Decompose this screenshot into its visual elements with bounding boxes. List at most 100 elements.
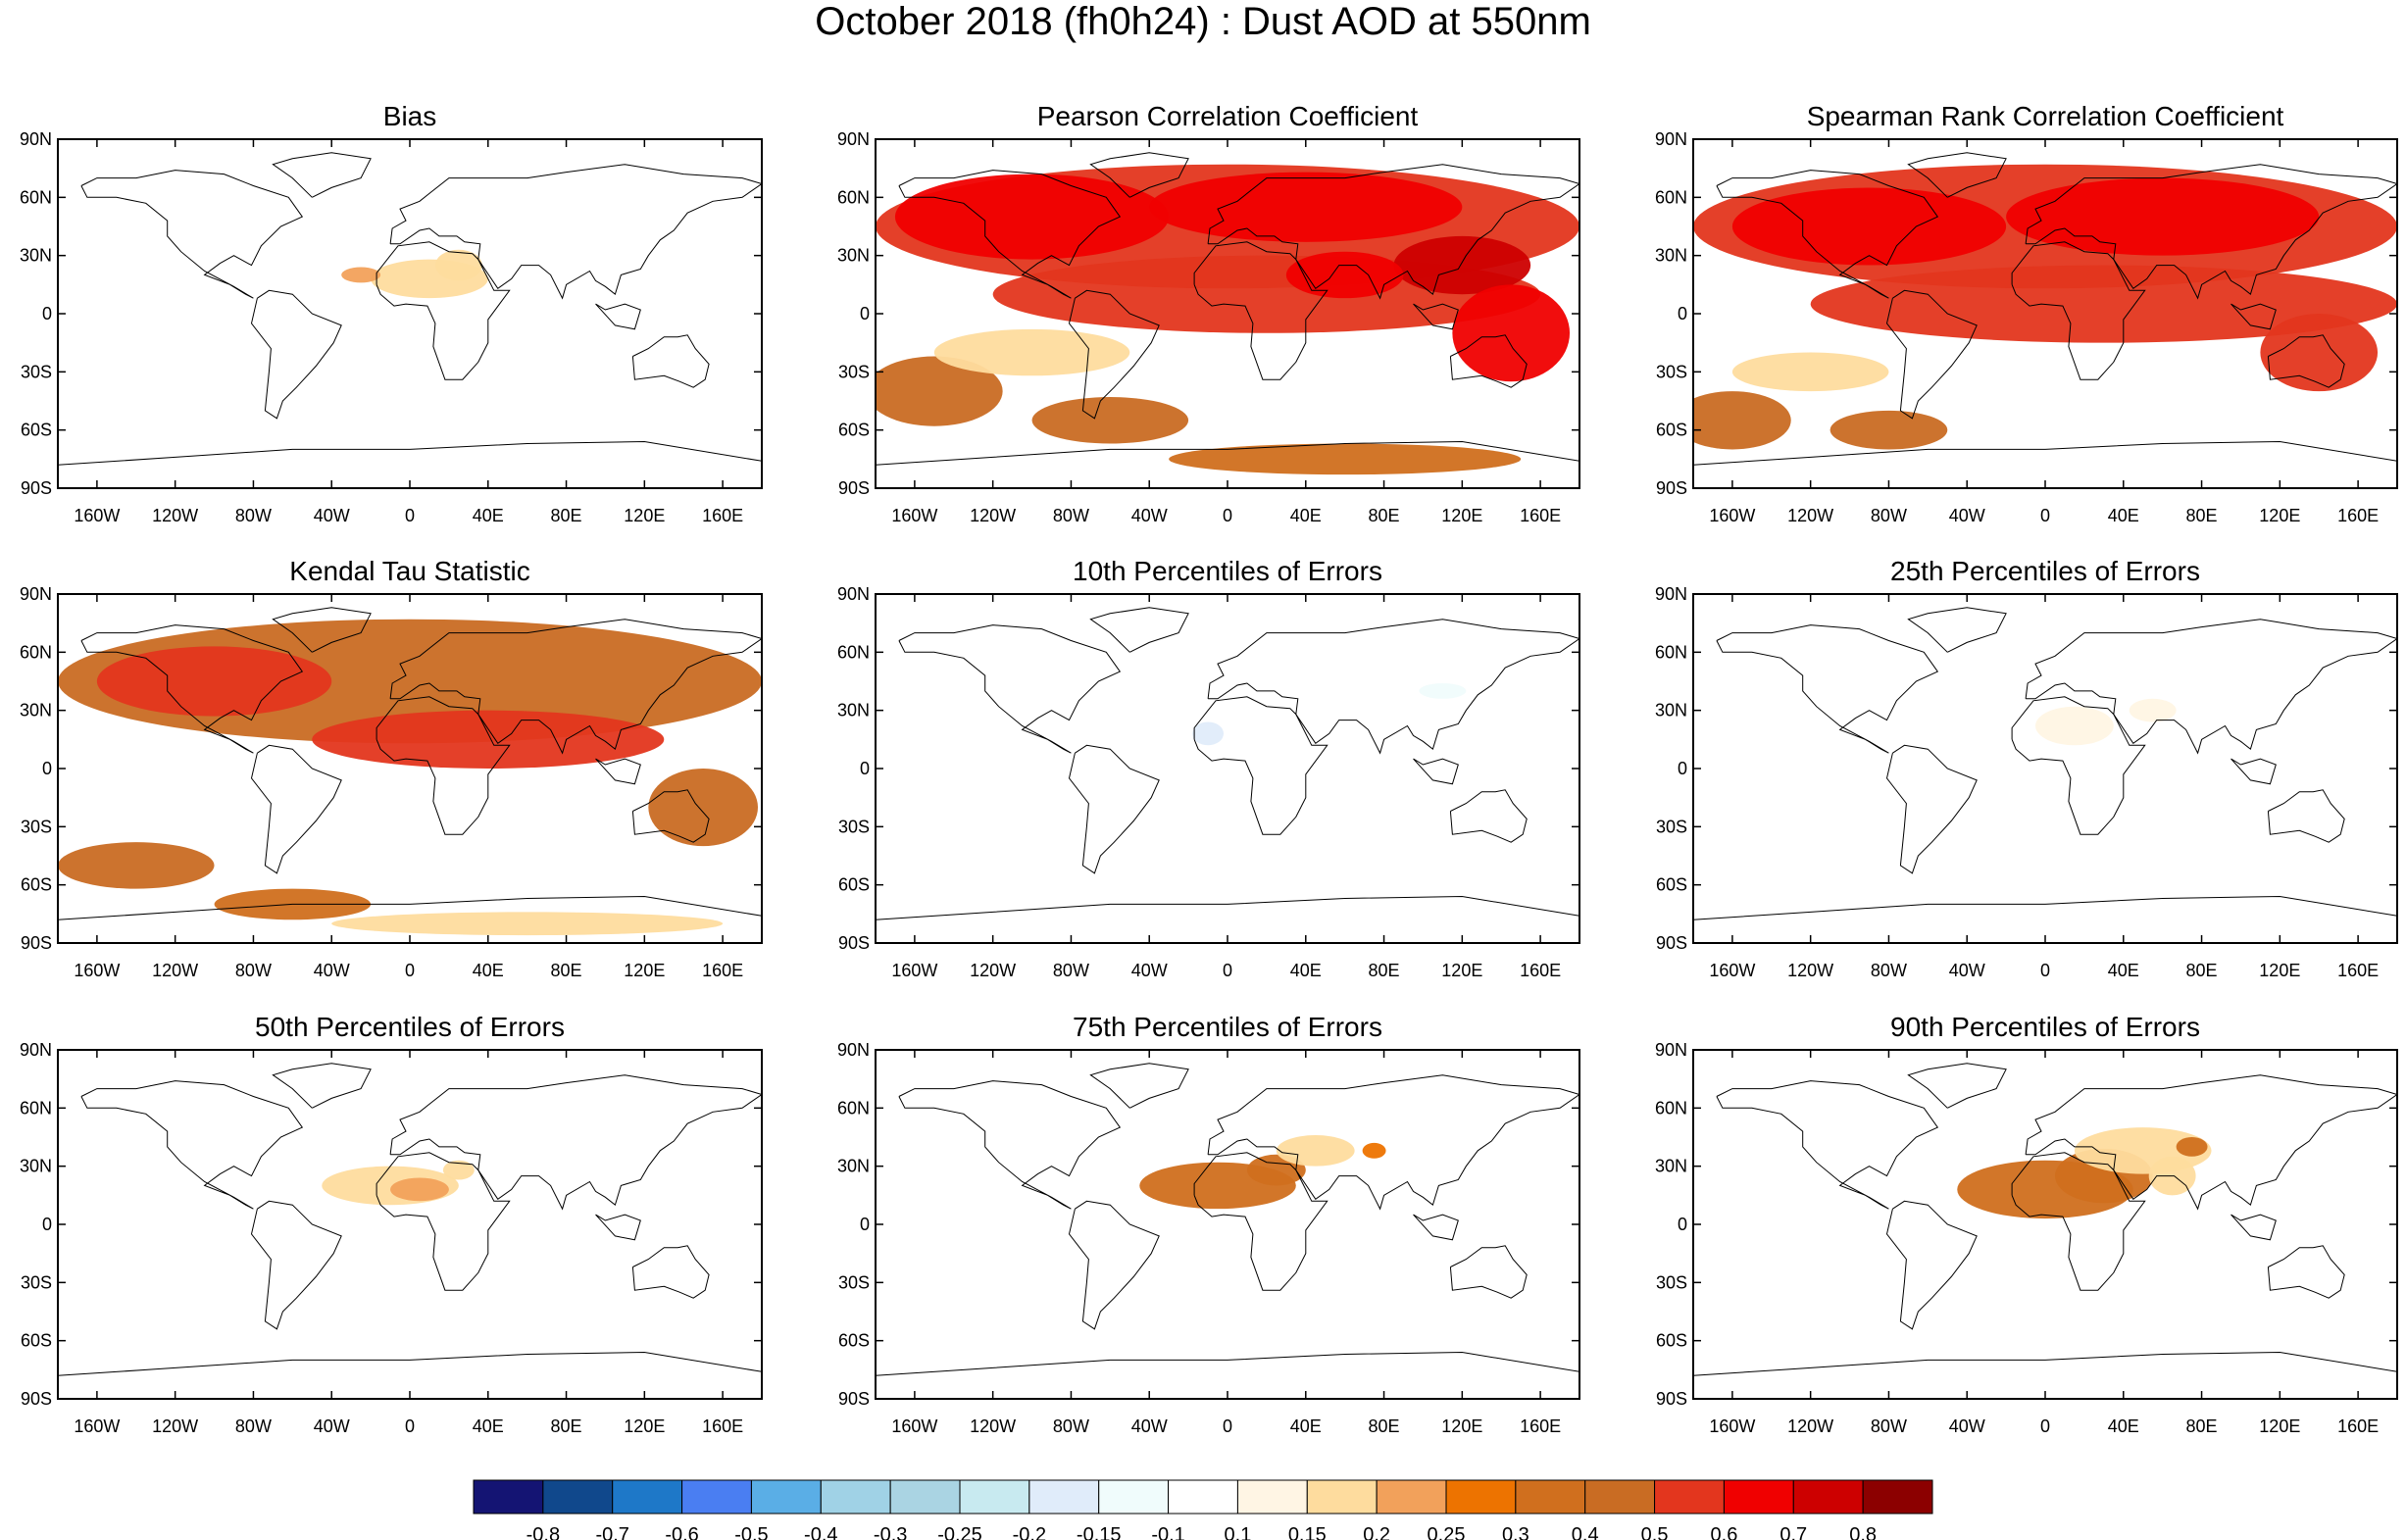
- lon-tick-label: 0: [2040, 506, 2050, 525]
- coastline: [1693, 1351, 2397, 1376]
- lon-tick-label: 160E: [1520, 506, 1561, 525]
- coastline: [272, 1063, 372, 1109]
- data-field: [1693, 607, 2397, 920]
- colorbar-box: [1028, 1479, 1100, 1515]
- coastline: [876, 440, 1579, 466]
- lon-tick-label: 120E: [624, 506, 665, 525]
- data-patch: [331, 912, 724, 936]
- lat-tick-label: 30N: [20, 1157, 52, 1176]
- lon-tick-label: 40E: [2108, 1416, 2139, 1436]
- colorbar-box: [959, 1479, 1030, 1515]
- colorbar-box: [889, 1479, 961, 1515]
- lon-tick-label: 120E: [2259, 506, 2300, 525]
- data-patch: [1731, 352, 1889, 392]
- lon-tick-label: 160W: [74, 961, 120, 980]
- coastline: [2025, 619, 2397, 755]
- lat-tick-label: 0: [860, 759, 870, 778]
- lon-tick-label: 0: [405, 1416, 415, 1436]
- colorbar-box: [1654, 1479, 1725, 1515]
- coastline: [58, 1351, 762, 1376]
- lat-tick-label: 60S: [838, 1331, 870, 1351]
- lon-tick-label: 0: [405, 506, 415, 525]
- colorbar-label: -0.8: [526, 1524, 560, 1540]
- lon-tick-label: 40W: [314, 961, 350, 980]
- colorbar-box: [1098, 1479, 1170, 1515]
- coastline: [1449, 789, 1528, 843]
- coastline: [376, 1152, 511, 1291]
- coastline: [1193, 696, 1328, 835]
- coastline: [1413, 303, 1459, 330]
- lon-tick-label: 120W: [152, 1416, 198, 1436]
- colorbar-box: [542, 1479, 614, 1515]
- lat-tick-label: 0: [42, 304, 52, 323]
- data-patch: [2129, 698, 2177, 722]
- coastline: [1413, 1214, 1459, 1241]
- colorbar-label: 0.15: [1288, 1524, 1327, 1540]
- colorbar-box: [1306, 1479, 1378, 1515]
- data-patch: [1830, 410, 1948, 450]
- lat-tick-label: 90S: [21, 1389, 52, 1409]
- coastline: [1089, 1063, 1189, 1109]
- coastline: [272, 607, 372, 653]
- lon-tick-label: 80W: [235, 506, 272, 525]
- panel-p50: 50th Percentiles of Errors 90N 60N 30N 0 30S 6…: [20, 1012, 763, 1436]
- data-patch: [96, 646, 332, 717]
- data-patch: [1419, 682, 1467, 699]
- lon-tick-label: 160W: [74, 506, 120, 525]
- map-background: [876, 1050, 1579, 1399]
- lat-tick-label: 60N: [837, 1098, 870, 1118]
- colorbar-box: [1236, 1479, 1308, 1515]
- data-patch: [390, 1177, 449, 1202]
- lon-tick-label: 120W: [970, 506, 1016, 525]
- lat-tick-label: 60S: [1656, 875, 1687, 895]
- colorbar-label: -0.15: [1077, 1524, 1122, 1540]
- lon-tick-label: 80E: [2186, 1416, 2218, 1436]
- lat-tick-label: 60S: [1656, 1331, 1687, 1351]
- lon-tick-label: 160E: [702, 961, 743, 980]
- panel-title: Spearman Rank Correlation Coefficient: [1807, 101, 2284, 131]
- coastline: [389, 619, 762, 755]
- lat-tick-label: 30S: [21, 1272, 52, 1292]
- colorbar-label: -0.4: [804, 1524, 837, 1540]
- data-patch: [1198, 679, 1296, 703]
- coastline: [80, 624, 304, 754]
- data-patch: [1362, 1142, 1386, 1159]
- colorbar-label: 0.7: [1779, 1524, 1807, 1540]
- lon-tick-label: 80W: [1053, 1416, 1089, 1436]
- lon-tick-label: 40E: [473, 1416, 504, 1436]
- data-patch: [434, 249, 482, 281]
- panel-title: Kendal Tau Statistic: [289, 556, 529, 586]
- lat-tick-label: 90N: [837, 129, 870, 149]
- data-patch: [1149, 172, 1463, 242]
- data-patch: [1393, 235, 1531, 295]
- lon-tick-label: 120W: [970, 1416, 1016, 1436]
- lat-tick-label: 60S: [21, 421, 52, 440]
- data-patch: [648, 769, 759, 847]
- lat-tick-label: 60N: [20, 642, 52, 662]
- panel-p90: 90th Percentiles of Errors 90N 60N 30N 0 30S 6…: [1655, 1012, 2398, 1436]
- lon-tick-label: 120E: [2259, 1416, 2300, 1436]
- colorbar-box: [1445, 1479, 1517, 1515]
- lon-tick-label: 80E: [1369, 961, 1400, 980]
- coastline: [2231, 303, 2277, 330]
- lon-tick-label: 120W: [1787, 961, 1833, 980]
- panel-pearson: Pearson Correlation Coefficient 90N 60N 30N…: [837, 101, 1580, 525]
- lon-tick-label: 40W: [314, 506, 350, 525]
- panel-p75: 75th Percentiles of Errors 90N 60N 30N 0 30S 6…: [837, 1012, 1580, 1436]
- colorbar-label: 0.6: [1711, 1524, 1738, 1540]
- map-background: [1693, 594, 2397, 943]
- lat-tick-label: 30S: [838, 362, 870, 381]
- lat-tick-label: 90S: [838, 478, 870, 498]
- lon-tick-label: 40W: [1131, 961, 1168, 980]
- coastline: [272, 152, 372, 198]
- lon-tick-label: 120W: [152, 506, 198, 525]
- lon-tick-label: 80E: [2186, 506, 2218, 525]
- coastline: [898, 624, 1122, 754]
- data-patch: [2006, 177, 2320, 256]
- coastline: [250, 744, 342, 874]
- coastline: [80, 170, 304, 299]
- data-patch: [1031, 397, 1189, 444]
- lat-tick-label: 90S: [1656, 478, 1687, 498]
- map-background: [876, 594, 1579, 943]
- coastline: [58, 440, 762, 466]
